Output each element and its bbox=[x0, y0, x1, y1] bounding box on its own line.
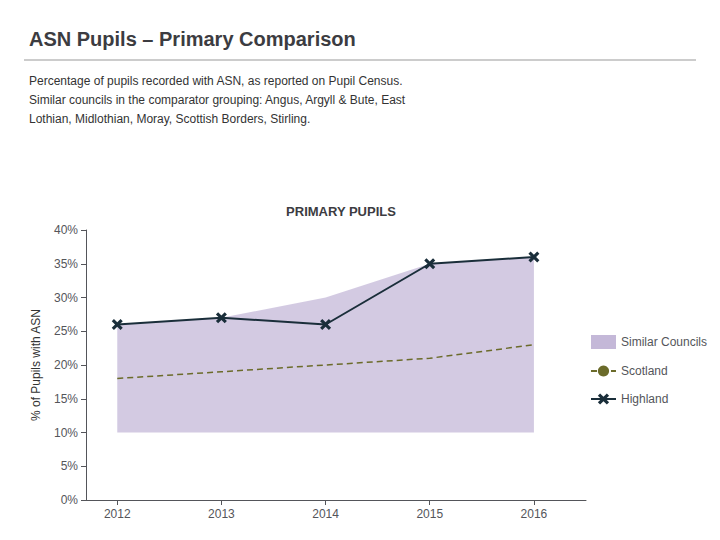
svg-text:40%: 40% bbox=[54, 223, 78, 237]
svg-text:10%: 10% bbox=[54, 426, 78, 440]
svg-text:ASN Pupils – Primary Compariso: ASN Pupils – Primary Comparison bbox=[29, 28, 356, 50]
svg-text:PRIMARY PUPILS: PRIMARY PUPILS bbox=[286, 204, 396, 219]
svg-text:% of Pupils with ASN: % of Pupils with ASN bbox=[29, 309, 43, 421]
svg-text:Percentage of pupils recorded: Percentage of pupils recorded with ASN, … bbox=[29, 74, 403, 88]
svg-text:30%: 30% bbox=[54, 291, 78, 305]
svg-text:15%: 15% bbox=[54, 392, 78, 406]
svg-text:2016: 2016 bbox=[521, 507, 548, 521]
svg-text:2015: 2015 bbox=[416, 507, 443, 521]
svg-text:Similar councils in the compar: Similar councils in the comparator group… bbox=[29, 93, 406, 107]
svg-text:Scotland: Scotland bbox=[621, 364, 668, 378]
svg-text:20%: 20% bbox=[54, 358, 78, 372]
svg-text:Highland: Highland bbox=[621, 392, 668, 406]
svg-text:0%: 0% bbox=[61, 493, 79, 507]
svg-text:5%: 5% bbox=[61, 459, 79, 473]
svg-text:Similar Councils: Similar Councils bbox=[621, 335, 707, 349]
svg-text:Lothian, Midlothian, Moray, Sc: Lothian, Midlothian, Moray, Scottish Bor… bbox=[29, 112, 310, 126]
svg-text:2014: 2014 bbox=[312, 507, 339, 521]
svg-text:2012: 2012 bbox=[104, 507, 131, 521]
svg-text:25%: 25% bbox=[54, 324, 78, 338]
svg-text:2013: 2013 bbox=[208, 507, 235, 521]
svg-text:35%: 35% bbox=[54, 257, 78, 271]
